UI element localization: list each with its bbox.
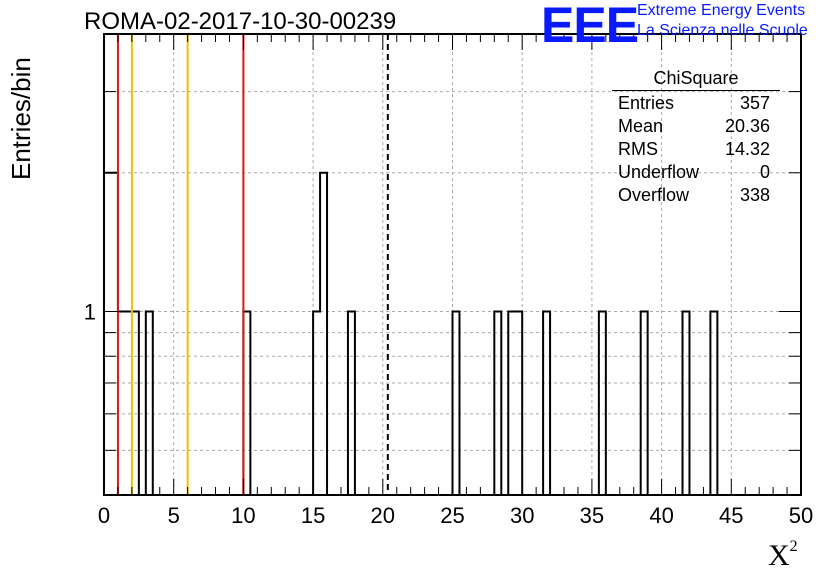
x-tick-label: 50 bbox=[789, 503, 813, 528]
stats-value: 20.36 bbox=[724, 116, 770, 136]
x-tick-label: 5 bbox=[168, 503, 180, 528]
x-axis-label-superscript: 2 bbox=[789, 538, 798, 555]
stats-row-overflow: Overflow 338 bbox=[612, 185, 780, 208]
x-tick-label: 25 bbox=[440, 503, 464, 528]
x-tick-label: 40 bbox=[649, 503, 673, 528]
chart-title: ROMA-02-2017-10-30-00239 bbox=[84, 8, 397, 35]
x-tick-label: 20 bbox=[371, 503, 395, 528]
stats-row-rms: RMS 14.32 bbox=[612, 139, 780, 162]
logo-line-1: Extreme Energy Events bbox=[637, 2, 806, 19]
x-tick-label: 0 bbox=[98, 503, 110, 528]
x-tick-label: 10 bbox=[231, 503, 255, 528]
stats-value: 338 bbox=[739, 185, 770, 205]
stats-value: 357 bbox=[739, 93, 770, 113]
stats-label: Mean bbox=[618, 116, 664, 136]
stats-row-mean: Mean 20.36 bbox=[612, 116, 780, 139]
stats-value: 0 bbox=[759, 162, 770, 182]
x-tick-label: 35 bbox=[580, 503, 604, 528]
stats-label: Underflow bbox=[618, 162, 700, 182]
stats-value: 14.32 bbox=[724, 139, 770, 159]
x-tick-label: 30 bbox=[510, 503, 534, 528]
logo-line-2: La Scienza nelle Scuole bbox=[637, 22, 808, 39]
stats-label: RMS bbox=[618, 139, 658, 159]
x-axis-label: X2 bbox=[768, 538, 798, 573]
y-tick-label: 1 bbox=[84, 300, 96, 325]
stats-row-entries: Entries 357 bbox=[612, 93, 780, 116]
stats-title: ChiSquare bbox=[612, 68, 780, 91]
y-axis-label: Entries/bin bbox=[6, 57, 36, 180]
x-axis-label-main: X bbox=[768, 539, 790, 572]
eee-logo: EEE bbox=[541, 0, 639, 53]
x-tick-label: 45 bbox=[719, 503, 743, 528]
stats-box: ChiSquare Entries 357 Mean 20.36 RMS 14.… bbox=[612, 68, 780, 208]
stats-label: Overflow bbox=[618, 185, 690, 205]
stats-row-underflow: Underflow 0 bbox=[612, 162, 780, 185]
stats-label: Entries bbox=[618, 93, 675, 113]
x-tick-label: 15 bbox=[301, 503, 325, 528]
